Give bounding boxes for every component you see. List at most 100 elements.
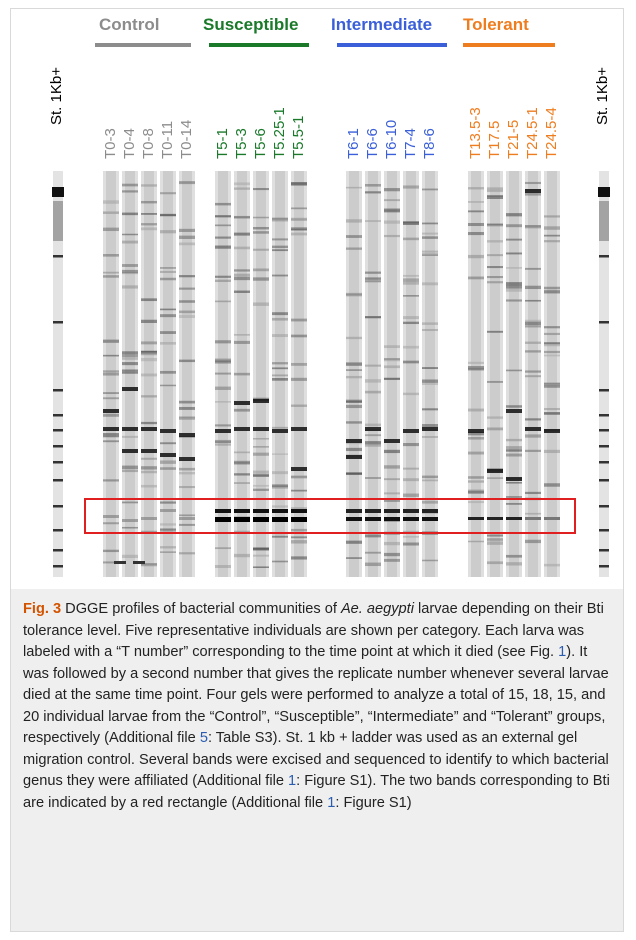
gel-band: [272, 238, 288, 241]
lane-label: T6-10: [383, 119, 400, 159]
gel-band: [272, 317, 288, 321]
gel-band: [544, 382, 560, 385]
gel-band: [253, 517, 269, 522]
gel-band: [346, 557, 362, 559]
gel-band: [272, 517, 288, 522]
gel-band: [403, 493, 419, 497]
gel-band: [103, 515, 119, 518]
ladder-label-left: St. 1Kb+: [48, 67, 65, 125]
gel-band: [234, 482, 250, 485]
gel-band: [253, 399, 269, 403]
gel-band: [525, 267, 541, 270]
gel-band: [403, 237, 419, 241]
gel-band: [234, 462, 250, 465]
gel-band: [253, 248, 269, 251]
figure-1-link[interactable]: 1: [558, 644, 567, 660]
gel-band: [291, 528, 307, 532]
gel-band: [468, 429, 484, 433]
gel-band: [122, 519, 138, 522]
gel-band: [506, 496, 522, 498]
gel-band: [544, 354, 560, 357]
gel-band: [506, 285, 522, 289]
gel-band: [525, 341, 541, 344]
gel-band: [215, 279, 231, 282]
gel-band: [403, 429, 419, 433]
gel-band: [506, 252, 522, 255]
gel-band: [103, 561, 119, 564]
gel-band: [234, 215, 250, 218]
gel-band: [487, 469, 503, 473]
gel-band: [384, 209, 400, 213]
gel-band: [506, 282, 522, 286]
lane-label: T5-1: [214, 128, 231, 159]
lane-label: T0-3: [102, 128, 119, 159]
gel-band: [384, 509, 400, 513]
gel-band: [160, 501, 176, 504]
gel-band: [403, 517, 419, 521]
gel-band: [234, 401, 250, 405]
gel-band: [114, 561, 126, 564]
gel-band: [272, 453, 288, 455]
gel-band: [384, 449, 400, 454]
gel-lane: [544, 171, 560, 577]
gel-lane-core: [471, 171, 481, 577]
gel-band: [468, 408, 484, 412]
gel-band: [403, 221, 419, 225]
gel-band: [272, 312, 288, 316]
gel-band: [365, 476, 381, 479]
gel-band: [234, 333, 250, 336]
gel-band: [141, 212, 157, 215]
additional-file-1-link[interactable]: 1: [288, 773, 297, 789]
gel-band: [291, 227, 307, 230]
gel-band: [506, 409, 522, 413]
gel-band: [103, 397, 119, 400]
gel-band: [384, 439, 400, 443]
gel-band: [122, 449, 138, 453]
gel-band: [122, 357, 138, 360]
gel-band: [544, 234, 560, 237]
gel-band: [103, 432, 119, 435]
gel-band: [103, 413, 119, 417]
gel-band: [122, 264, 138, 267]
gel-band: [291, 536, 307, 539]
gel-band: [103, 271, 119, 274]
gel-band: [422, 222, 438, 225]
ladder-band: [53, 445, 63, 448]
gel-band: [346, 399, 362, 403]
gel-band: [215, 424, 231, 427]
gel-band: [234, 451, 250, 454]
gel-lane-core: [425, 171, 435, 577]
gel-band: [468, 361, 484, 364]
ladder-band: [599, 461, 609, 464]
gel-band: [422, 232, 438, 235]
gel-band: [160, 453, 176, 457]
gel-lane-core: [509, 171, 519, 577]
gel-band: [384, 199, 400, 202]
lane-label: T0-14: [178, 119, 195, 159]
gel-band: [272, 374, 288, 377]
gel-band: [422, 328, 438, 332]
gel-band: [365, 364, 381, 367]
gel-band: [122, 354, 138, 358]
gel-band: [160, 314, 176, 318]
gel-band: [179, 418, 195, 420]
additional-file-1-link-2[interactable]: 1: [327, 794, 336, 811]
gel-band: [506, 288, 522, 292]
additional-file-5-link[interactable]: 5: [199, 730, 208, 746]
gel-band: [384, 517, 400, 521]
gel-band: [122, 269, 138, 273]
gel-band: [179, 416, 195, 419]
gel-band: [384, 465, 400, 469]
gel-band: [487, 416, 503, 419]
gel-band: [215, 386, 231, 390]
gel-band: [122, 501, 138, 504]
gel-band: [141, 223, 157, 226]
gel-band: [160, 270, 176, 273]
gel-band: [215, 340, 231, 344]
gel-lane: [506, 171, 522, 577]
gel-band: [122, 427, 138, 431]
gel-band: [234, 182, 250, 186]
gel-band: [468, 187, 484, 190]
ladder-band: [53, 479, 63, 482]
gel-band: [253, 437, 269, 440]
